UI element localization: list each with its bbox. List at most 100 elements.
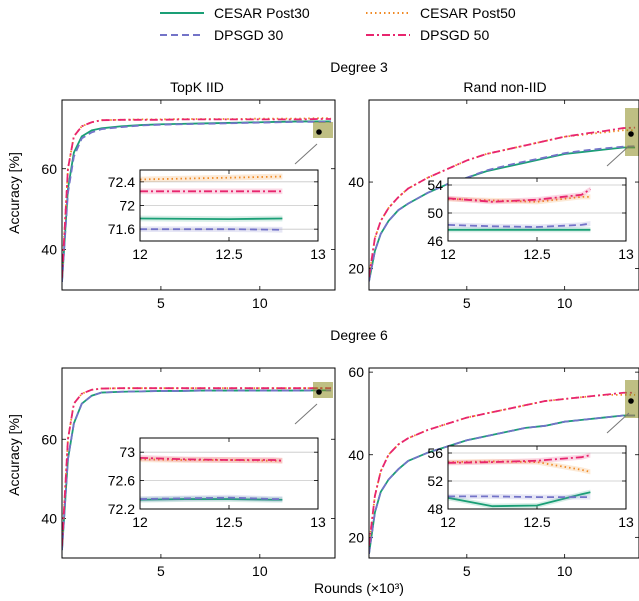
panel-2-line-cesar-post50: [369, 129, 636, 278]
panel-4-inset: 12 12.5 13 48 52 56: [427, 445, 634, 530]
panel-1-inset: 12 12.5 13 71.6 72 72.4: [108, 169, 326, 262]
inset-1-x-tick-label: 13: [310, 246, 326, 262]
panel-3-line-dpsgd-50: [62, 387, 332, 547]
panel-1-line-dpsgd-50: [62, 118, 332, 278]
row-title-degree-6: Degree 6: [330, 327, 388, 343]
inset-3-x-tick-label: 12: [132, 514, 148, 530]
inset-2-band-dpsgd-30: [448, 220, 591, 230]
panel-2-y-tick-label: 40: [348, 174, 364, 190]
legend-label-cesar-post50: CESAR Post50: [420, 5, 516, 21]
panel-3-line-cesar-post50: [62, 387, 332, 547]
inset-4-y-tick-label: 48: [427, 501, 443, 517]
inset-2-y-tick-label: 50: [427, 205, 443, 221]
inset-1-frame: [139, 169, 319, 242]
col-title-topk-iid: TopK IID: [170, 79, 224, 95]
panel-3-x-tick-label: 10: [252, 563, 268, 579]
inset-2-y-tick-label: 54: [427, 177, 443, 193]
inset-1-y-tick-label: 72: [119, 198, 135, 214]
panel-3-line-dpsgd-30: [62, 389, 332, 551]
inset-1-x-tick-label: 12.5: [215, 246, 242, 262]
inset-3-frame: [139, 437, 319, 510]
panel-2-line-dpsgd-30: [369, 145, 636, 282]
panel-1-frame: [61, 99, 336, 291]
inset-4-line-dpsgd-30: [448, 495, 591, 499]
panel-1-y-tick-label: 40: [41, 242, 57, 258]
panel-2-x-tick-label: 5: [463, 295, 471, 311]
panel-3-inset: 12 12.5 13 72.2 72.6 73: [108, 437, 326, 530]
panel-2-zoom-connector: [606, 145, 630, 167]
inset-2-x-tick-label: 12.5: [523, 246, 550, 262]
inset-1-line-cesar-post30: [140, 217, 283, 221]
inset-1-line-dpsgd-30: [140, 228, 283, 231]
panel-4-line-dpsgd-30: [369, 414, 636, 554]
panel-4-x-tick-label: 10: [557, 563, 573, 579]
panel-2-x-tick-label: 10: [557, 295, 573, 311]
legend-label-dpsgd-30: DPSGD 30: [214, 27, 283, 43]
panel-3: 5 10 40 60 12 12.5 13 72.2 72.6 73: [41, 367, 336, 579]
panel-3-zoom-region: [313, 382, 333, 398]
panel-1-zoom-connector: [294, 143, 318, 165]
panel-1-zoom-region: [313, 122, 333, 138]
inset-3-y-tick-label: 72.6: [108, 473, 135, 489]
inset-4-line-cesar-post30: [448, 491, 591, 508]
x-axis-label: Rounds (×10³): [314, 580, 404, 596]
inset-1-y-tick-label: 72.4: [108, 174, 135, 190]
panel-3-frame: [61, 367, 336, 559]
inset-3-line-cesar-post50: [140, 458, 283, 462]
panel-4-line-cesar-post50: [369, 393, 636, 546]
panel-4-x-tick-label: 5: [463, 563, 471, 579]
panel-2-inset: 12 12.5 13 46 50 54: [427, 177, 634, 262]
panel-4-y-tick-label: 20: [348, 529, 364, 545]
panel-3-x-tick-label: 5: [157, 563, 165, 579]
panel-4-zoom-marker: [628, 398, 634, 404]
panel-3-zoom-connector: [294, 403, 318, 425]
legend-label-cesar-post30: CESAR Post30: [214, 5, 310, 21]
panel-2-line-dpsgd-50: [369, 126, 636, 278]
inset-2-x-tick-label: 13: [618, 246, 634, 262]
legend-label-dpsgd-50: DPSGD 50: [420, 27, 489, 43]
panel-1-x-tick-label: 5: [157, 295, 165, 311]
col-title-rand-non-iid: Rand non-IID: [463, 79, 546, 95]
panel-4-y-tick-label: 60: [348, 364, 364, 380]
inset-4-x-tick-label: 13: [618, 514, 634, 530]
panel-1: 5 10 40 60 12 12.5 13 71.6 72 72.4: [41, 99, 336, 311]
panel-4-y-tick-label: 40: [348, 447, 364, 463]
inset-3-x-tick-label: 13: [310, 514, 326, 530]
inset-2-x-tick-label: 12: [440, 246, 456, 262]
inset-3-line-dpsgd-30: [140, 496, 283, 500]
panel-4-frame: [368, 367, 639, 559]
panel-1-y-tick-label: 60: [41, 161, 57, 177]
panel-2-frame: [368, 99, 639, 291]
inset-4-plot-area: [448, 446, 626, 509]
inset-2-y-tick-label: 46: [427, 233, 443, 249]
panel-3-y-tick-label: 60: [41, 431, 57, 447]
panel-2-zoom-marker: [628, 131, 634, 137]
y-axis-label-bottom: Accuracy [%]: [6, 414, 22, 496]
inset-3-x-tick-label: 12.5: [215, 514, 242, 530]
panel-2: 5 10 20 40 12 12.5 13 46 50 54: [348, 99, 639, 311]
inset-4-y-tick-label: 52: [427, 473, 443, 489]
inset-2-band-dpsgd-50: [448, 186, 591, 205]
legend: CESAR Post30 CESAR Post50 DPSGD 30 DPSGD 50: [160, 5, 516, 43]
inset-1-x-tick-label: 12: [132, 246, 148, 262]
inset-2-frame: [447, 177, 627, 242]
row-title-degree-3: Degree 3: [330, 59, 388, 75]
inset-1-y-tick-label: 71.6: [108, 221, 135, 237]
chart-panels: 5 10 40 60 12 12.5 13 71.6 72 72.4 5 10 20 40 12 12.5 13…: [41, 99, 639, 579]
inset-4-y-tick-label: 56: [427, 445, 443, 461]
panel-3-zoom-marker: [316, 389, 322, 395]
panel-1-line-dpsgd-30: [62, 120, 332, 282]
panel-4-zoom-connector: [606, 412, 630, 434]
inset-4-x-tick-label: 12.5: [523, 514, 550, 530]
inset-4-frame: [447, 445, 627, 510]
panel-2-y-tick-label: 20: [348, 260, 364, 276]
y-axis-label-top: Accuracy [%]: [6, 152, 22, 234]
inset-1-band-cesar-post50: [140, 173, 283, 183]
panel-4: 5 10 20 40 60 12 12.5 13 48 52 56: [348, 364, 639, 579]
inset-2-line-dpsgd-30: [448, 222, 591, 228]
panel-3-y-tick-label: 40: [41, 510, 57, 526]
inset-4-x-tick-label: 12: [440, 514, 456, 530]
inset-3-y-tick-label: 73: [119, 444, 135, 460]
panel-1-zoom-marker: [316, 129, 322, 135]
